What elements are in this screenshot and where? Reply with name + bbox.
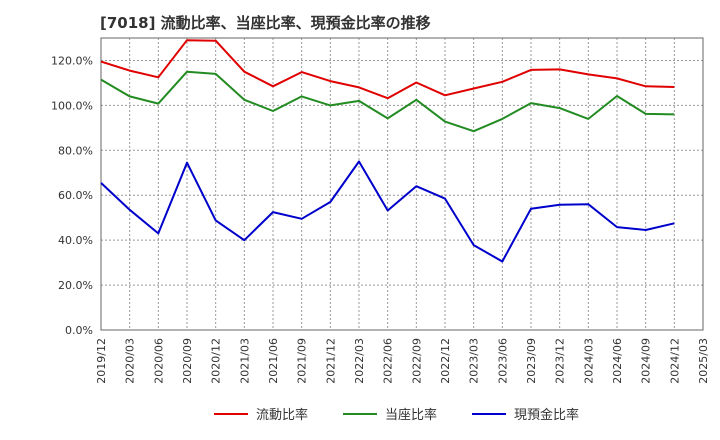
x-tick-label: 2021/06 bbox=[267, 338, 280, 384]
x-tick-label: 2024/12 bbox=[668, 338, 681, 384]
y-tick-label: 40.0% bbox=[58, 234, 93, 247]
x-tick-label: 2023/03 bbox=[468, 338, 481, 384]
legend-label: 流動比率 bbox=[256, 407, 308, 423]
y-tick-label: 80.0% bbox=[58, 144, 93, 157]
x-tick-label: 2021/09 bbox=[296, 338, 309, 384]
x-tick-label: 2022/12 bbox=[439, 338, 452, 384]
x-tick-label: 2025/03 bbox=[697, 338, 710, 384]
x-tick-label: 2021/03 bbox=[238, 338, 251, 384]
y-tick-label: 60.0% bbox=[58, 189, 93, 202]
x-tick-label: 2022/06 bbox=[382, 338, 395, 384]
y-tick-label: 0.0% bbox=[65, 324, 93, 337]
x-tick-label: 2020/12 bbox=[210, 338, 223, 384]
x-tick-label: 2021/12 bbox=[324, 338, 337, 384]
x-tick-label: 2023/12 bbox=[554, 338, 567, 384]
x-tick-label: 2020/09 bbox=[181, 338, 194, 384]
series-line bbox=[100, 160, 675, 263]
legend-label: 当座比率 bbox=[385, 407, 437, 423]
y-tick-label: 120.0% bbox=[51, 54, 93, 67]
y-tick-label: 100.0% bbox=[51, 99, 93, 112]
y-tick-label: 20.0% bbox=[58, 279, 93, 292]
x-tick-label: 2024/09 bbox=[640, 338, 653, 384]
series-line bbox=[100, 70, 675, 133]
x-tick-label: 2023/06 bbox=[496, 338, 509, 384]
chart-title: [7018] 流動比率、当座比率、現預金比率の推移 bbox=[100, 14, 431, 32]
x-tick-label: 2022/09 bbox=[410, 338, 423, 384]
x-tick-label: 2022/03 bbox=[353, 338, 366, 384]
x-tick-label: 2020/06 bbox=[152, 338, 165, 384]
x-tick-label: 2019/12 bbox=[95, 338, 108, 384]
legend-label: 現預金比率 bbox=[514, 407, 579, 423]
x-tick-label: 2024/03 bbox=[582, 338, 595, 384]
x-tick-label: 2023/09 bbox=[525, 338, 538, 384]
series-line bbox=[100, 39, 675, 100]
plot-area bbox=[101, 38, 703, 330]
x-tick-label: 2020/03 bbox=[124, 338, 137, 384]
x-tick-label: 2024/06 bbox=[611, 338, 624, 384]
